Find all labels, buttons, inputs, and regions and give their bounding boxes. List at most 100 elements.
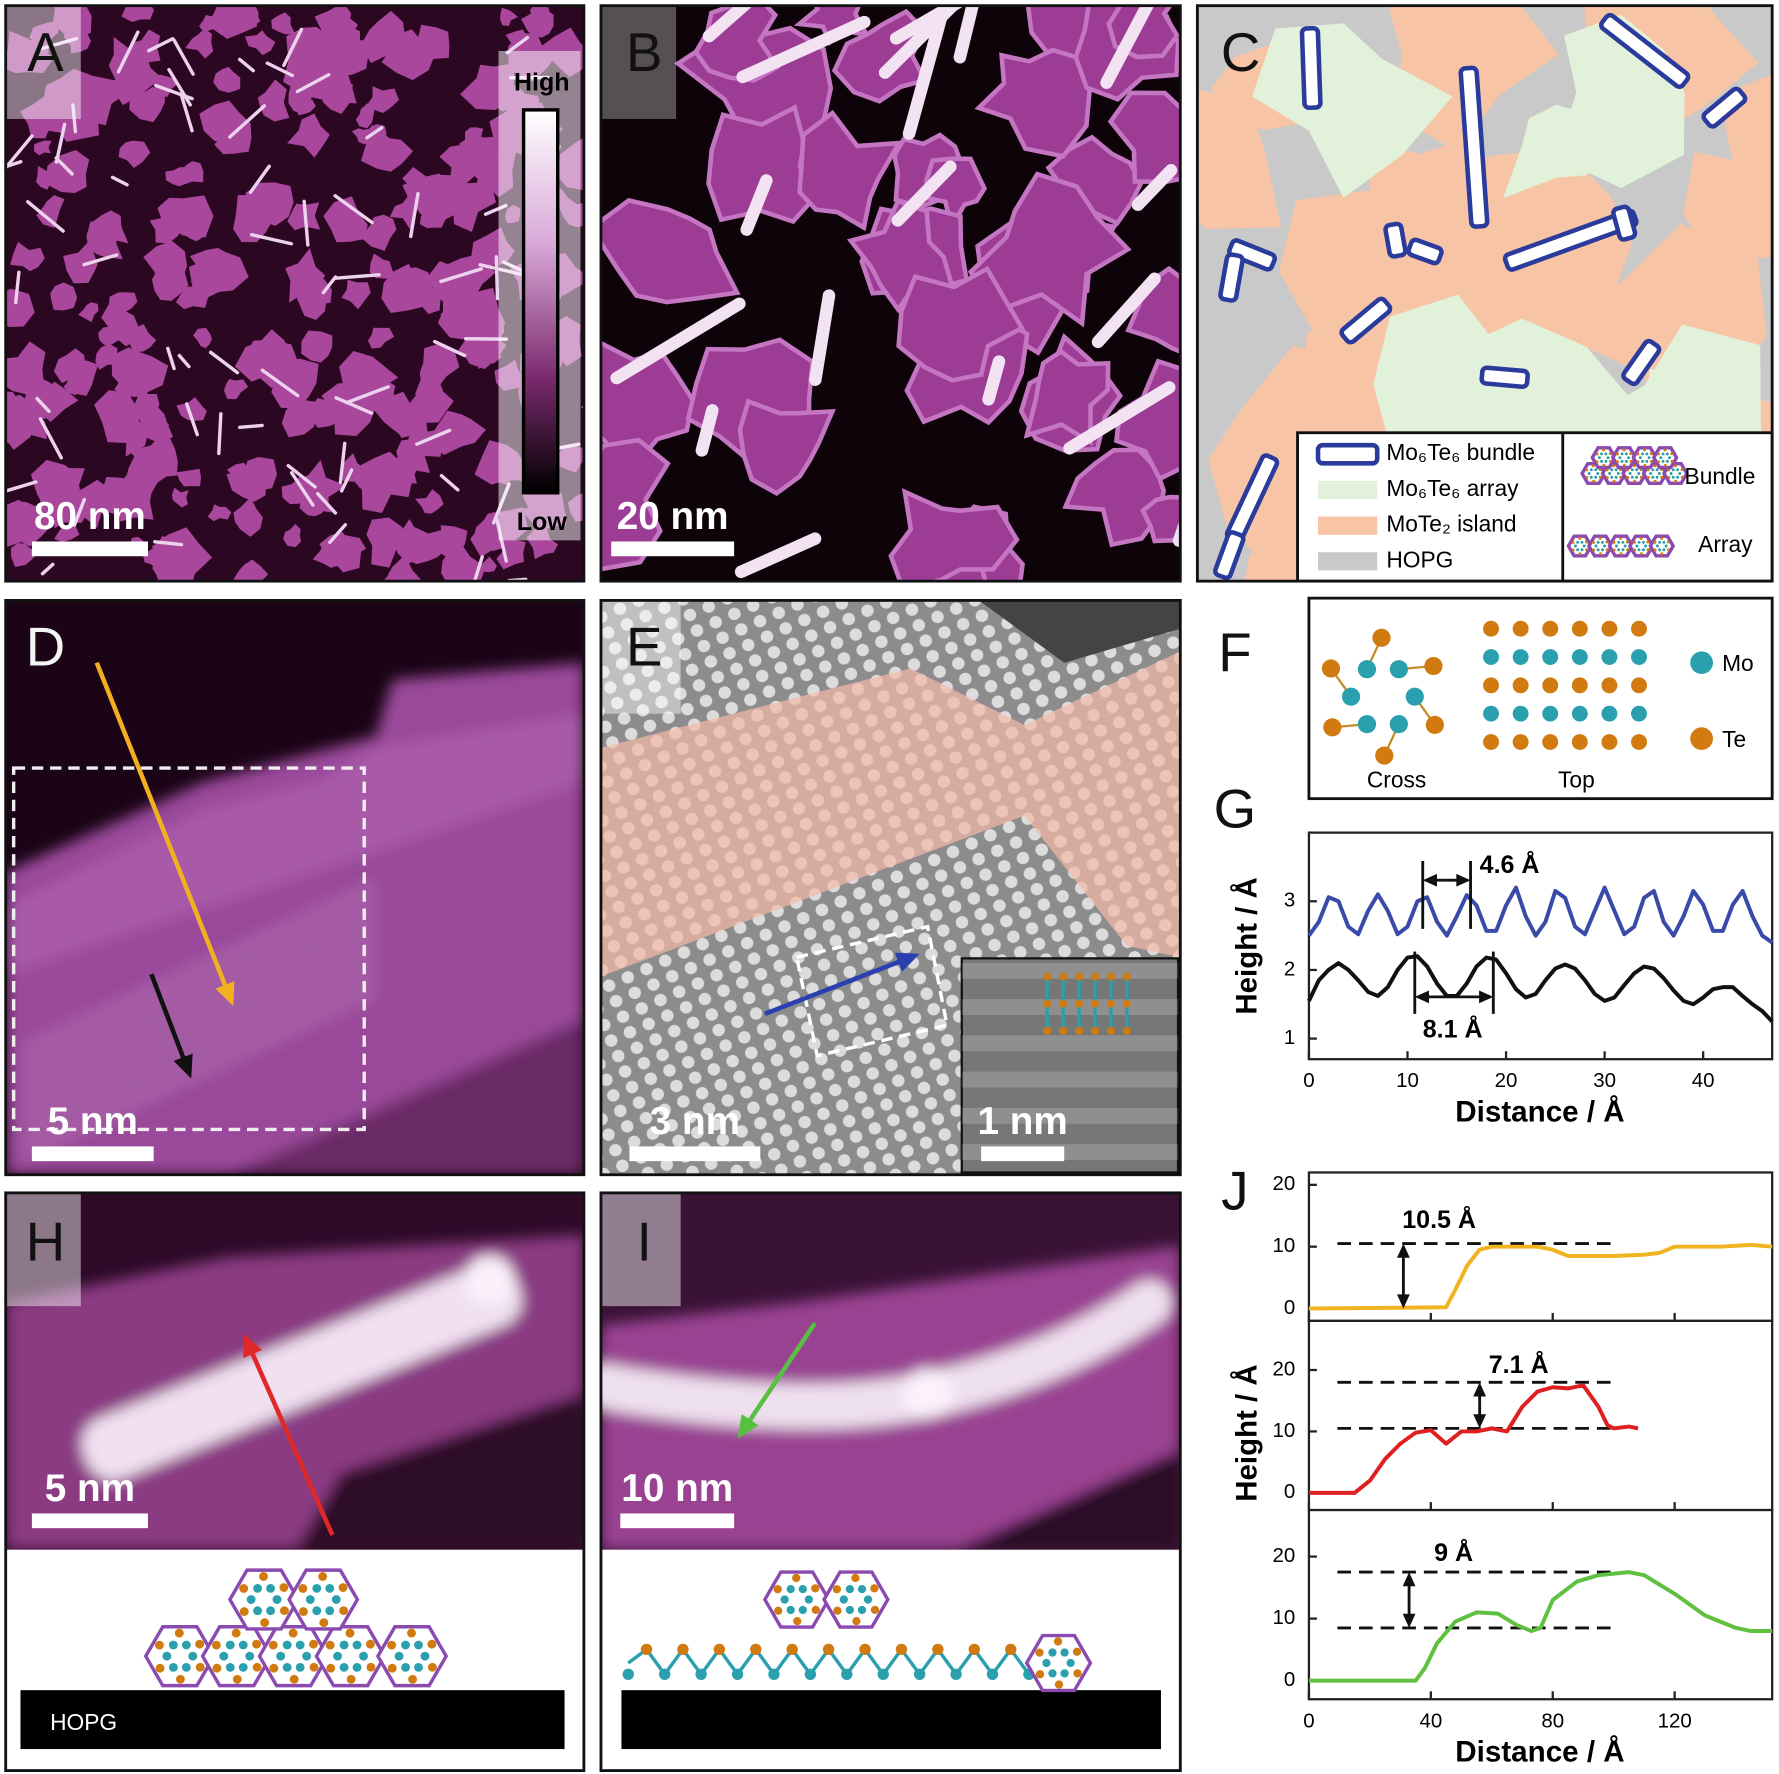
stripe — [21, 976, 377, 1146]
nanowire — [286, 463, 317, 489]
te-atom — [1043, 999, 1052, 1008]
mo-atom — [1616, 472, 1620, 475]
scale-bar — [629, 1146, 761, 1162]
te-atom — [1571, 620, 1588, 637]
bundle — [1227, 238, 1278, 272]
te-atom — [1615, 452, 1619, 456]
panel-c-schematic — [1197, 5, 1773, 582]
panel-border — [599, 598, 1182, 1177]
mo-atom — [352, 1662, 362, 1672]
panel-label: A — [27, 22, 64, 83]
bundle — [1479, 365, 1530, 389]
te-atom — [289, 1674, 299, 1684]
island — [5, 30, 55, 74]
te-atom — [231, 1628, 241, 1638]
te-atom — [387, 1663, 397, 1673]
island — [389, 192, 417, 230]
mo-atom — [1608, 472, 1612, 475]
arrow-head — [1473, 1382, 1487, 1397]
island — [346, 463, 400, 513]
te-atom — [1592, 540, 1595, 544]
island — [171, 487, 189, 508]
island — [5, 288, 35, 328]
mo-atom — [986, 1668, 999, 1680]
te-atom — [1106, 972, 1115, 981]
mo-atom — [225, 1662, 235, 1672]
nanowire — [610, 297, 746, 385]
te-atom — [1106, 999, 1115, 1008]
mo-atom — [1042, 1658, 1051, 1668]
te-atom — [1666, 540, 1670, 544]
te-atom — [338, 1583, 348, 1592]
y-tick-label: 10 — [1272, 1607, 1295, 1629]
nanowire — [472, 555, 484, 582]
te-atom — [1612, 479, 1616, 483]
profile-line — [1307, 885, 1774, 945]
annotation: 10.5 Å — [1402, 1205, 1476, 1234]
mo-atom — [1066, 1658, 1075, 1668]
te-atom — [387, 1640, 397, 1650]
dark-gap — [295, 1393, 584, 1550]
arrow-head — [1396, 1294, 1410, 1309]
island — [464, 127, 484, 146]
mo-atom — [1665, 459, 1669, 463]
te-atom — [345, 1628, 355, 1638]
view-label: Cross — [1367, 767, 1426, 793]
island — [63, 240, 98, 284]
nanowire — [208, 350, 240, 375]
island — [223, 378, 249, 400]
nanowire — [54, 122, 67, 164]
mo-atom — [1604, 459, 1608, 463]
mo-atom — [1614, 468, 1618, 472]
bundle — [1621, 338, 1662, 387]
te-atom — [1609, 459, 1612, 463]
mo-atom — [1661, 452, 1665, 456]
mo-atom — [1637, 540, 1641, 544]
panel-label: J — [1221, 1161, 1248, 1222]
bundle — [1598, 12, 1691, 90]
mo-atom — [1601, 649, 1618, 665]
mo-atom — [1483, 649, 1500, 665]
te-atom — [774, 1606, 783, 1615]
island — [283, 524, 301, 548]
mo-atom — [1405, 687, 1424, 706]
mo-atom — [1580, 548, 1584, 552]
te-atom — [1483, 620, 1500, 637]
panel-label: G — [1214, 779, 1257, 840]
nanowire — [248, 164, 271, 195]
legend-label: Mo₆Te₆ array — [1386, 475, 1519, 501]
mo-atom — [1512, 649, 1529, 665]
scale-bar-label: 1 nm — [978, 1100, 1068, 1143]
mo-atom — [1587, 472, 1591, 475]
nanowire — [71, 103, 78, 134]
bundle — [1218, 252, 1245, 303]
mo-atom — [1631, 705, 1647, 722]
nanowire — [5, 480, 38, 493]
te-atom — [1646, 476, 1650, 480]
mo-atom — [1671, 475, 1675, 479]
mo-atom — [1664, 544, 1668, 548]
bundle — [81, 1262, 522, 1481]
te-atom — [1643, 463, 1647, 467]
nanowire — [982, 355, 1006, 406]
te-atom — [279, 1606, 289, 1616]
island — [419, 343, 460, 390]
annotation: 4.6 Å — [1480, 850, 1540, 879]
te-atom — [1629, 459, 1633, 463]
te-atom — [1619, 552, 1623, 556]
island — [437, 294, 489, 340]
y-tick-label: 0 — [1284, 1297, 1295, 1319]
inset-band — [961, 999, 1179, 1016]
te-atom — [1578, 536, 1582, 540]
mo-atom — [1603, 544, 1607, 548]
nanowire — [740, 174, 773, 236]
island — [23, 375, 65, 422]
nanowire — [902, 9, 948, 140]
mo-atom — [282, 1640, 292, 1650]
mo-atom — [913, 1668, 926, 1680]
y-tick-label: 20 — [1272, 1545, 1295, 1567]
mo-atom — [1357, 660, 1377, 679]
nanowire — [809, 289, 836, 386]
terrace-upper — [5, 713, 584, 975]
nanowire — [5, 160, 23, 169]
